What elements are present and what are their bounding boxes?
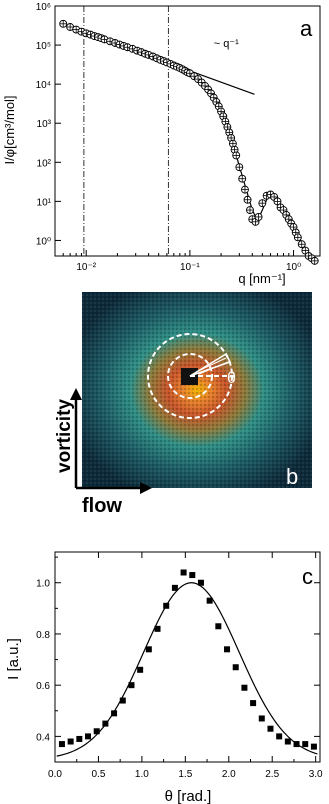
data-point-a	[232, 151, 241, 160]
data-point-c	[119, 697, 126, 704]
data-point-c	[310, 743, 317, 750]
x-tick-label-c: 3.0	[309, 769, 323, 780]
y-tick-label-a: 10³	[37, 119, 52, 130]
data-point-c	[137, 666, 144, 673]
data-point-c	[241, 684, 248, 691]
sector-hatch	[195, 357, 227, 373]
data-point-c	[276, 733, 283, 740]
data-point-c	[145, 646, 152, 653]
y-axis-label-c: I [a.u.]	[5, 638, 22, 680]
y-tick-label-c: 0.8	[36, 630, 50, 641]
data-point-c	[180, 569, 187, 576]
detector-noise	[82, 292, 312, 488]
plot-frame-c	[54, 551, 321, 763]
data-point-c	[284, 738, 291, 745]
data-point-c	[189, 572, 196, 579]
fit-curve-a	[62, 23, 316, 262]
data-point-a	[241, 185, 249, 194]
axes-c: 0.0 0.5 1.0 1.5 2.0 2.5 3.0 0.4 0.6 0.8 1.0	[36, 552, 323, 780]
data-point-a	[228, 139, 237, 148]
vorticity-arrowhead	[70, 388, 82, 400]
y-tick-label-c: 0.6	[36, 681, 50, 692]
power-law-annotation: ~ q⁻¹	[214, 38, 239, 50]
series-a	[59, 19, 319, 265]
data-point-c	[215, 623, 222, 630]
data-point-c	[111, 710, 118, 717]
data-point-a	[310, 256, 319, 265]
panel-letter-a: a	[300, 16, 313, 41]
data-point-c	[302, 741, 309, 748]
data-point-a	[293, 233, 302, 242]
y-tick-label-a: 10⁴	[36, 80, 51, 91]
data-point-a	[297, 240, 306, 249]
x-axis-label-c: θ [rad.]	[165, 788, 212, 804]
scattering-pattern-panel: θ b vorticity flow	[54, 292, 312, 514]
y-tick-label-c: 1.0	[36, 579, 50, 590]
data-point-c	[58, 741, 65, 748]
vline-group	[83, 6, 169, 256]
y-tick-label-a: 10²	[37, 158, 52, 169]
flow-arrowhead	[140, 482, 152, 494]
data-point-a	[59, 19, 68, 28]
x-axis-label-a: q [nm⁻¹]	[238, 271, 285, 286]
data-point-c	[293, 741, 300, 748]
data-point-a	[254, 212, 263, 221]
x-tick-label-a: 10⁻¹	[180, 262, 200, 273]
plot-frame-a	[54, 5, 321, 257]
data-point-c	[232, 664, 239, 671]
y-tick-label-c: 0.4	[36, 732, 50, 743]
data-point-a	[243, 195, 252, 204]
data-point-a	[66, 23, 75, 31]
data-point-c	[163, 602, 170, 609]
data-point-c	[224, 646, 231, 653]
data-point-c	[258, 715, 265, 722]
x-tick-label-c: 2.0	[222, 769, 236, 780]
data-point-a	[235, 163, 244, 172]
y-tick-label-a: 10⁶	[36, 2, 51, 13]
data-point-c	[206, 597, 213, 604]
data-point-c	[76, 735, 83, 742]
data-point-a	[246, 206, 254, 214]
y-tick-label-a: 10⁵	[36, 41, 51, 52]
data-point-c	[128, 682, 135, 689]
vorticity-label: vorticity	[54, 399, 75, 473]
data-point-a	[238, 174, 247, 183]
data-point-c	[154, 625, 161, 632]
sector-hatch	[198, 361, 229, 375]
data-point-a	[258, 199, 267, 208]
data-point-c	[67, 738, 74, 745]
theta-symbol: θ	[227, 370, 236, 387]
x-tick-label-c: 0.5	[91, 769, 105, 780]
data-point-c	[171, 584, 178, 591]
y-tick-label-a: 10⁰	[36, 236, 51, 247]
x-tick-label-c: 0.0	[48, 769, 62, 780]
data-point-c	[250, 700, 257, 707]
data-point-c	[197, 579, 204, 586]
panel-letter-b: b	[286, 464, 298, 489]
y-axis-label-a: I/φ[cm³/mol]	[2, 95, 17, 164]
saxs-loglog-chart: 10⁻² 10⁻¹ 10⁰ 10⁰ 10¹ 10² 10³ 10⁴ 10⁵ 10⁶ a ~ q⁻¹…	[2, 2, 321, 286]
data-point-a	[217, 107, 226, 116]
data-point-a	[273, 197, 282, 206]
x-tick-label-c: 1.0	[135, 769, 149, 780]
inner-dashed-circle	[167, 353, 213, 399]
data-point-c	[93, 728, 100, 735]
beamstop	[181, 368, 198, 385]
azimuthal-profile-chart: 0.0 0.5 1.0 1.5 2.0 2.5 3.0 0.4 0.6 0.8 1.0 c θ [r…	[5, 551, 323, 804]
x-tick-label-a: 10⁻²	[76, 262, 96, 273]
gaussian-fit-curve	[56, 582, 318, 757]
x-tick-label-c: 2.5	[265, 769, 279, 780]
x-tick-label-a: 10⁰	[286, 262, 301, 273]
x-tick-label-c: 1.5	[178, 769, 192, 780]
axes-a: 10⁻² 10⁻¹ 10⁰ 10⁰ 10¹ 10² 10³ 10⁴ 10⁵ 10⁶	[36, 2, 302, 273]
series-c	[56, 569, 318, 757]
data-point-c	[85, 733, 92, 740]
data-point-c	[267, 725, 274, 732]
y-tick-label-a: 10¹	[37, 197, 52, 208]
panel-letter-c: c	[302, 564, 313, 589]
flow-label: flow	[82, 495, 122, 514]
data-point-c	[102, 720, 109, 727]
